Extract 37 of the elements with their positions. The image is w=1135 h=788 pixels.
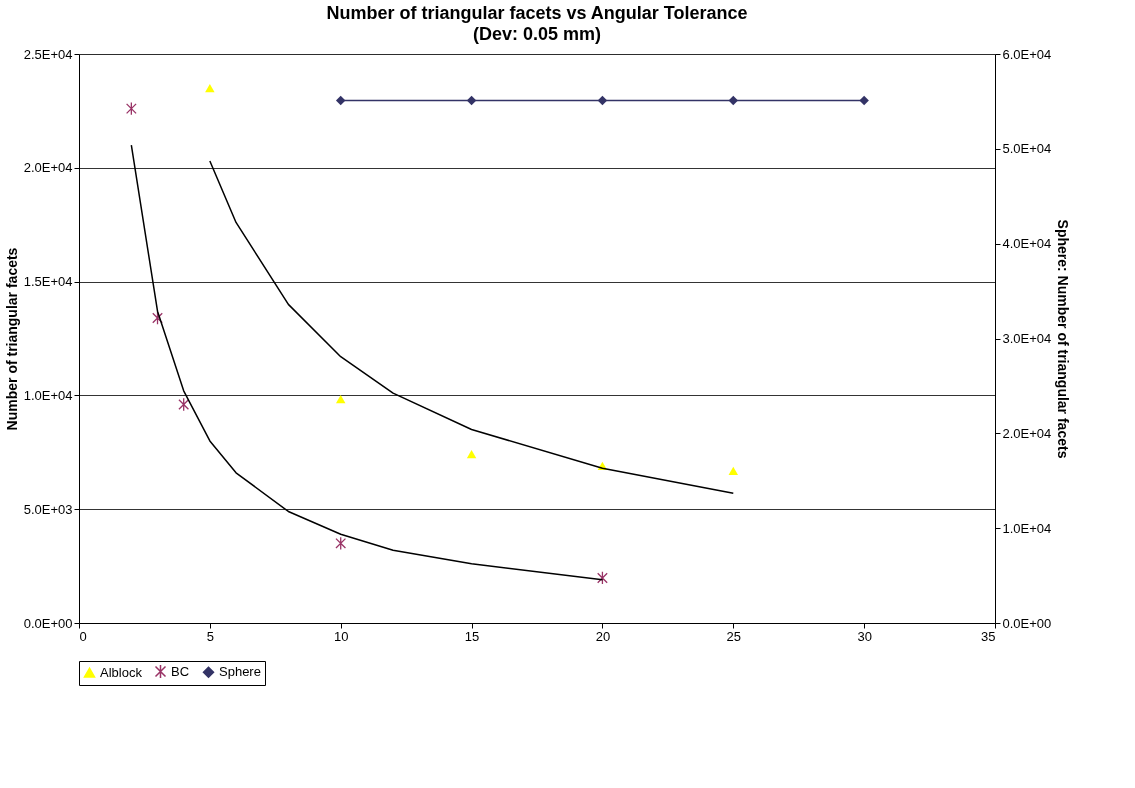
y2-tick-label: 6.0E+04 (1002, 46, 1052, 62)
y2-axis-title: Sphere: Number of triangular facets (1055, 219, 1072, 459)
x-tick-label: 10 (333, 628, 349, 644)
point (205, 84, 215, 93)
y-tick-label: 0.0E+00 (23, 615, 73, 631)
chart-title: Number of triangular facets vs Angular Tolerance (326, 3, 748, 23)
y2-tick-label: 1.0E+04 (1002, 520, 1052, 536)
y2-tick-label: 5.0E+04 (1002, 141, 1052, 157)
point (335, 394, 346, 404)
y2-tick-label: 0.0E+00 (1002, 615, 1052, 631)
y-axis-title: Number of triangular facets (3, 247, 20, 431)
point (178, 397, 190, 412)
x-tick-label: 25 (726, 628, 742, 644)
legend-label: BC (171, 663, 190, 679)
point (335, 536, 347, 551)
x-tick-label: 20 (595, 628, 611, 644)
chart-subtitle: (Dev: 0.05 mm) (472, 24, 602, 44)
x-tick-label: 5 (206, 628, 214, 644)
legend-label: Sphere (219, 664, 261, 680)
y-tick-label: 2.0E+04 (23, 160, 73, 176)
y2-tick-label: 4.0E+04 (1002, 236, 1052, 252)
x-tick-label: 30 (857, 628, 872, 644)
y2-tick-label: 3.0E+04 (1002, 331, 1052, 346)
y2-tick-label: 2.0E+04 (1002, 425, 1052, 441)
x-tick-label: 0 (79, 628, 87, 644)
point (466, 450, 477, 459)
x-tick-label: 15 (464, 628, 480, 644)
point (125, 101, 137, 116)
point (728, 466, 739, 476)
x-tick-label: 35 (981, 628, 996, 644)
point (597, 571, 608, 585)
point (152, 311, 163, 325)
y-tick-label: 5.0E+03 (23, 501, 73, 517)
y-tick-label: 1.0E+04 (23, 387, 73, 403)
y-tick-label: 1.5E+04 (23, 274, 73, 290)
legend-label: Alblock (100, 664, 143, 680)
y-tick-label: 2.5E+04 (23, 46, 73, 62)
